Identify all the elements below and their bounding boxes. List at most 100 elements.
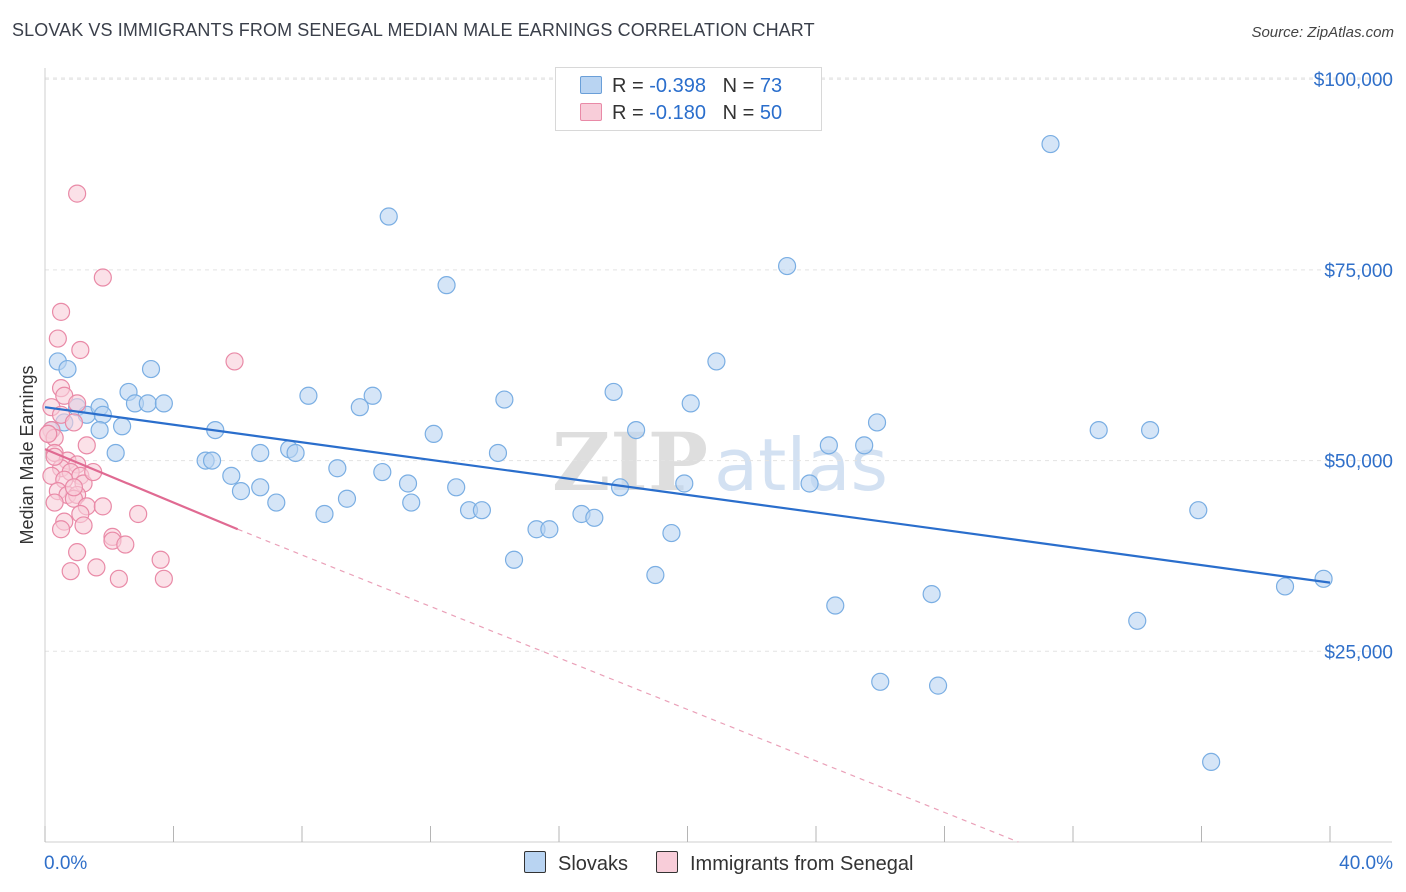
slovak-point <box>922 584 941 604</box>
slovak-point <box>373 462 392 482</box>
slovak-point <box>299 386 318 405</box>
slovak-point <box>398 474 418 493</box>
senegal-point <box>64 413 84 432</box>
slovak-point <box>1041 134 1060 154</box>
slovak-point <box>626 420 646 440</box>
bottom-legend-senegal: Immigrants from Senegal <box>656 851 913 876</box>
slovak-point <box>363 386 382 405</box>
slovak-point <box>604 382 623 402</box>
y-tick-label: $50,000 <box>1324 452 1393 473</box>
legend-r-value-slovaks: -0.398 <box>649 75 706 97</box>
slovak-point <box>379 207 398 226</box>
bottom-legend-label-slovaks: Slovaks <box>558 853 629 875</box>
legend-r-label: R = <box>612 75 644 97</box>
slovak-point <box>1275 577 1295 596</box>
slovak-point <box>495 390 514 409</box>
legend-n-value-slovaks: 73 <box>759 75 783 97</box>
slovak-point <box>251 443 270 463</box>
bottom-legend-swatch-senegal <box>656 851 678 873</box>
senegal-point <box>93 268 112 287</box>
slovak-point <box>675 474 694 493</box>
x-tick-label-max: 40.0% <box>1339 853 1393 874</box>
senegal-point <box>48 329 67 348</box>
legend-row-senegal: R = -0.180 N = 50 <box>580 102 782 126</box>
senegal-point <box>77 436 96 455</box>
slovak-point <box>138 394 157 413</box>
slovak-point <box>328 459 347 478</box>
slovak-point <box>106 443 125 463</box>
senegal-point <box>51 520 71 539</box>
senegal-point <box>51 302 71 321</box>
slovak-point <box>286 443 305 463</box>
y-tick-label: $75,000 <box>1324 261 1393 282</box>
slovak-point <box>154 394 173 413</box>
slovak-point <box>251 478 270 497</box>
senegal-point <box>116 535 135 554</box>
slovak-point <box>585 508 604 527</box>
senegal-point <box>109 569 128 588</box>
legend-n-label: N = <box>722 102 755 124</box>
slovak-point <box>350 398 369 417</box>
senegal-trend-line <box>44 448 239 531</box>
slovak-point <box>488 443 508 463</box>
source-label: Source: ZipAtlas.com <box>1251 24 1394 41</box>
senegal-point <box>74 516 93 535</box>
senegal-point <box>68 394 87 413</box>
senegal-point <box>154 569 173 588</box>
legend-n-value-senegal: 50 <box>759 102 783 124</box>
senegal-point <box>68 543 87 562</box>
slovak-point <box>222 466 241 485</box>
slovak-point <box>504 550 524 569</box>
bottom-legend-swatch-slovaks <box>524 851 546 873</box>
slovak-point <box>1128 611 1147 630</box>
stats-legend: R = -0.398 N = 73 R = -0.180 N = 50 <box>555 67 822 131</box>
slovak-point <box>646 565 665 585</box>
senegal-trend-extension <box>237 528 1019 843</box>
senegal-point <box>68 184 87 203</box>
y-axis-label: Median Male Earnings <box>17 365 37 544</box>
slovak-point <box>826 596 845 615</box>
slovak-point <box>928 676 948 695</box>
legend-r-label: R = <box>612 102 644 124</box>
slovak-point <box>681 394 700 413</box>
senegal-point <box>39 424 58 444</box>
slovak-point <box>819 436 838 455</box>
senegal-point <box>61 562 80 581</box>
slovak-point <box>1089 420 1108 440</box>
legend-swatch-senegal <box>580 103 602 121</box>
senegal-point <box>225 352 244 371</box>
senegal-point <box>129 504 148 524</box>
senegal-point <box>87 558 106 577</box>
y-tick-label: $25,000 <box>1324 642 1393 663</box>
slovak-point <box>58 359 77 379</box>
slovak-point <box>855 436 874 455</box>
slovak-point <box>1189 501 1208 520</box>
y-tick-label: $100,000 <box>1314 70 1393 91</box>
senegal-point <box>93 497 112 516</box>
slovak-point <box>800 474 819 493</box>
bottom-legend-slovaks: Slovaks <box>524 851 628 876</box>
slovak-point <box>267 493 286 512</box>
slovak-point <box>424 424 443 444</box>
slovak-point <box>231 482 251 501</box>
slovak-point <box>447 478 466 497</box>
legend-r-value-senegal: -0.180 <box>649 102 706 124</box>
legend-swatch-slovaks <box>580 76 602 94</box>
slovak-point <box>402 493 421 512</box>
slovak-point <box>662 523 681 543</box>
slovak-point <box>1202 752 1221 772</box>
slovak-point <box>871 672 890 691</box>
slovak-point <box>337 489 357 508</box>
legend-row-slovaks: R = -0.398 N = 73 <box>580 75 782 99</box>
chart-title: SLOVAK VS IMMIGRANTS FROM SENEGAL MEDIAN… <box>12 20 815 40</box>
slovak-point <box>540 520 559 539</box>
slovak-point <box>202 451 222 470</box>
senegal-point <box>151 550 170 569</box>
slovak-point <box>1314 569 1333 588</box>
slovak-point <box>141 359 161 379</box>
slovak-point <box>112 417 132 436</box>
bottom-legend-label-senegal: Immigrants from Senegal <box>690 853 914 875</box>
slovak-point <box>707 352 726 371</box>
senegal-point <box>45 493 64 512</box>
